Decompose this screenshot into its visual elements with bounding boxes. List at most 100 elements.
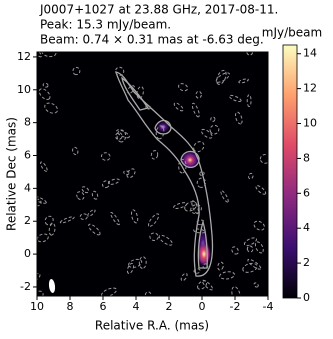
noise-contour [115, 66, 125, 76]
noise-contour [41, 52, 57, 58]
noise-contour [42, 82, 49, 88]
colorbar-tick-label: 10 [303, 117, 317, 130]
noise-contour [238, 78, 249, 84]
noise-contour [193, 228, 206, 234]
noise-contour [178, 158, 187, 174]
noise-contour [110, 212, 120, 226]
noise-contour [199, 171, 205, 176]
noise-contour [149, 232, 159, 241]
noise-contour [215, 72, 230, 83]
noise-contour [180, 272, 188, 282]
colorbar-tick-label: 14 [303, 47, 317, 60]
noise-contour [38, 88, 51, 100]
noise-contour [246, 52, 254, 56]
colorbar-label: mJy/beam [262, 26, 322, 40]
noise-contour [72, 146, 79, 156]
colorbar-tick-label: 4 [303, 221, 310, 234]
noise-contour [196, 177, 206, 188]
noise-contour [243, 237, 257, 247]
noise-contour [246, 94, 252, 108]
noise-contour [37, 195, 47, 204]
x-axis-label: Relative R.A. (mas) [95, 319, 209, 333]
annotation: Beam: 0.74 × 0.31 mas at -6.63 deg. [40, 33, 264, 47]
noise-contour [191, 102, 200, 118]
noise-contour [191, 200, 199, 215]
noise-contour [197, 280, 208, 290]
noise-contour [127, 85, 135, 94]
x-tick-label: 6 [100, 300, 107, 313]
noise-contour [196, 219, 205, 226]
noise-contour [76, 191, 85, 201]
noise-contour [173, 102, 184, 112]
colorbar-tick-label: 0 [303, 291, 310, 304]
noise-contour [102, 180, 111, 189]
x-tick-label: 0 [199, 300, 206, 313]
noise-contour [209, 124, 220, 135]
image [37, 52, 268, 296]
noise-contour [88, 223, 101, 236]
title: J0007+1027 at 23.88 GHz, 2017-08-11. [39, 3, 278, 17]
noise-contour [253, 282, 259, 288]
noise-contour [126, 168, 136, 179]
noise-contour [79, 213, 88, 221]
plot-frame [36, 51, 269, 297]
noise-contour [100, 152, 111, 161]
x-tick-label: 4 [133, 300, 140, 313]
noise-contour [155, 125, 165, 140]
noise-contour [228, 94, 242, 102]
noise-contour [242, 262, 258, 273]
y-tick-label: 0 [24, 247, 31, 260]
noise-contour [231, 246, 239, 255]
noise-contour [231, 286, 241, 296]
y-tick-label: 2 [24, 214, 31, 227]
noise-contour [116, 129, 130, 139]
colorbar-tick-label: 12 [303, 82, 317, 95]
y-tick-label: 12 [17, 50, 31, 63]
noise-contour [217, 261, 224, 271]
noise-contour [116, 129, 127, 143]
y-tick-label: 4 [24, 181, 31, 194]
noise-contour [131, 209, 139, 224]
y-tick-label: -2 [20, 280, 31, 293]
annotation: Peak: 15.3 mJy/beam. [40, 18, 171, 32]
colorbar-tick-label: 8 [303, 151, 310, 164]
noise-contour [158, 234, 173, 246]
noise-contour [87, 209, 96, 217]
noise-contour [193, 268, 201, 274]
noise-contour [235, 111, 243, 125]
noise-contour [44, 215, 54, 226]
noise-contour [246, 245, 254, 253]
noise-contour [184, 201, 198, 212]
noise-contour [138, 256, 147, 269]
noise-contour [44, 102, 59, 114]
y-tick-label: 8 [24, 116, 31, 129]
noise-contour [72, 66, 81, 76]
colorbar [282, 44, 298, 299]
noise-contour [216, 69, 227, 85]
y-tick-label: 10 [17, 83, 31, 96]
noise-contour [202, 263, 209, 270]
noise-contour [253, 220, 265, 231]
y-axis-label: Relative Dec (mas) [5, 117, 19, 231]
noise-contour [255, 185, 267, 195]
noise-contour [145, 105, 151, 110]
beam [48, 279, 56, 293]
noise-contour [107, 178, 120, 185]
noise-contour [220, 190, 229, 203]
noise-contour [219, 271, 235, 280]
colorbar-tick-label: 6 [303, 186, 310, 199]
noise-contour [115, 132, 123, 140]
noise-contour [123, 170, 130, 175]
x-tick-label: 10 [30, 300, 44, 313]
noise-contour [259, 154, 268, 164]
y-tick-label: 6 [24, 149, 31, 162]
noise-contour [37, 290, 44, 296]
noise-contour [144, 291, 152, 296]
noise-contour [193, 141, 205, 153]
noise-contour [40, 161, 48, 172]
x-tick-label: 8 [67, 300, 74, 313]
noise-contour [247, 258, 262, 270]
noise-contour [91, 190, 99, 200]
noise-contour [59, 216, 75, 224]
